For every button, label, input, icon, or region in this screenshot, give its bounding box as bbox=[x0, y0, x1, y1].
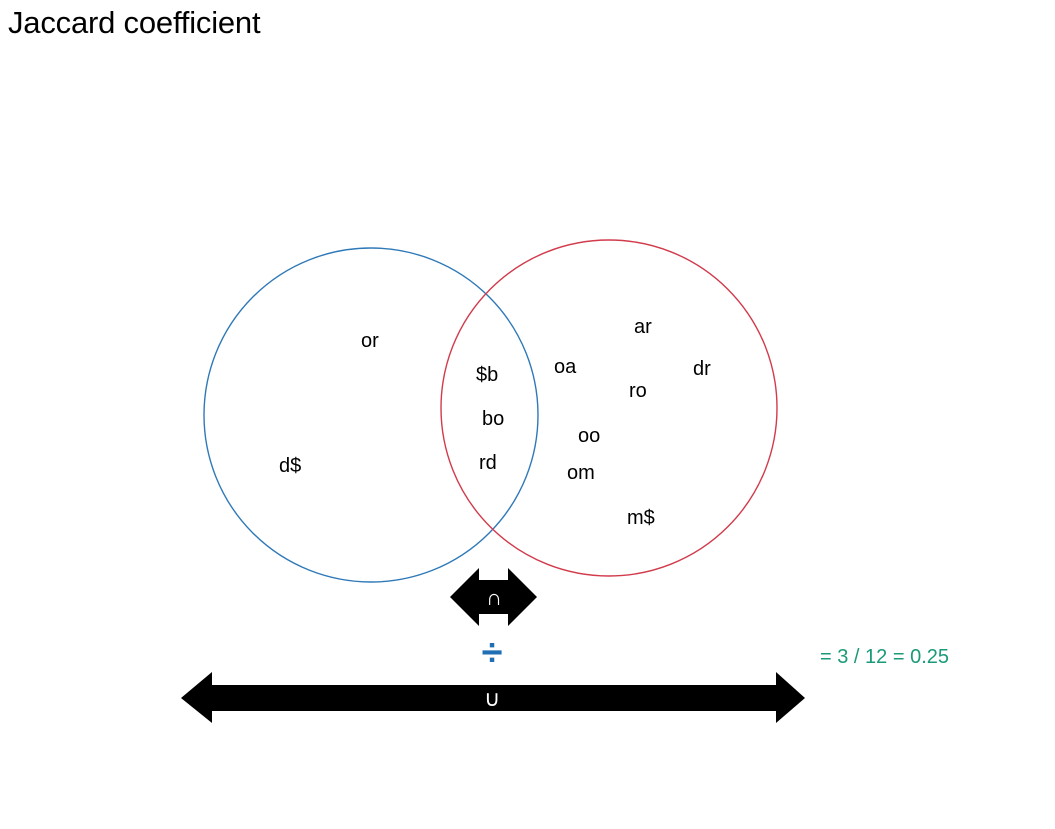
set-b-element: dr bbox=[693, 358, 711, 380]
result-formula: = 3 / 12 = 0.25 bbox=[820, 646, 949, 668]
set-a-element: d$ bbox=[279, 455, 301, 477]
intersection-symbol: ∩ bbox=[486, 585, 502, 610]
intersection-element: rd bbox=[479, 452, 497, 474]
intersection-element: $b bbox=[476, 364, 498, 386]
set-b-element: ro bbox=[629, 380, 647, 402]
intersection-arrow bbox=[450, 568, 537, 626]
set-b-element: m$ bbox=[627, 507, 655, 529]
set-a-element: or bbox=[361, 330, 379, 352]
union-symbol: ∪ bbox=[484, 686, 500, 711]
divide-icon: ÷ bbox=[482, 632, 503, 674]
set-b-element: oa bbox=[554, 356, 577, 378]
union-arrow bbox=[181, 672, 805, 723]
set-b-element: ar bbox=[634, 316, 652, 338]
set-b-element: om bbox=[567, 462, 595, 484]
set-a-circle bbox=[203, 247, 539, 583]
intersection-element: bo bbox=[482, 408, 504, 430]
set-b-circle bbox=[440, 239, 778, 577]
page-title: Jaccard coefficient bbox=[8, 5, 261, 40]
set-b-element: oo bbox=[578, 425, 600, 447]
